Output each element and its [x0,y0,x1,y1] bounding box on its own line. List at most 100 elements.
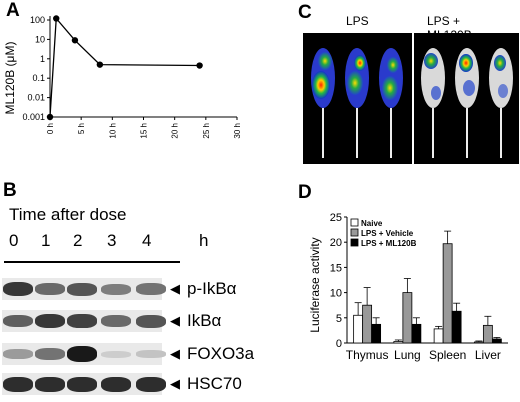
a-data-point [96,61,104,68]
a-y-tick-label: 1 [40,54,45,64]
d-legend-label: Naive [361,219,383,228]
a-data-point [196,62,203,69]
d-bar [402,292,413,344]
blot-band [136,350,166,358]
blot-band [67,314,97,328]
d-legend-swatch [350,228,359,237]
a-y-tick-label: 0.01 [27,93,45,103]
d-legend-label: LPS + Vehicle [361,229,414,238]
a-x-tick-label: 30 h [233,123,242,139]
blot-strip [2,343,166,365]
imaging-label-lps: LPS [346,14,369,28]
blot-strip [2,310,166,332]
d-y-tick-label: 20 [330,237,342,249]
panel-d-letter: D [298,182,312,203]
mouse-lps-2 [345,48,369,158]
panel-a-ylabel: ML120B (μM) [3,42,17,115]
d-bar [411,323,422,344]
imaging-figure [303,33,519,164]
blot-strip [2,278,166,300]
d-bar [451,310,462,344]
blot-arrow-icon: ◀ [170,346,180,361]
d-category-label: Liver [475,348,501,362]
imaging-label-lps-ml120b: LPS + ML120B [427,14,472,42]
a-data-point [46,113,54,121]
blot-row-label: p-IkBα [187,279,237,298]
blot-band [101,350,131,358]
d-y-tick-label: 0 [336,338,342,350]
blot-arrow-icon: ◀ [170,313,180,328]
d-bar [362,304,373,344]
blot-band [136,283,166,295]
d-category-label: Thymus [346,348,389,362]
d-bar [442,243,453,344]
blot-band [35,313,65,329]
d-bar [491,338,502,344]
a-y-tick-label: 10 [35,34,45,44]
a-x-tick-label: 10 h [108,123,117,139]
blot-band [67,282,97,296]
d-bar [353,314,364,344]
blot-arrow-icon: ◀ [170,376,180,391]
a-x-tick-label: 15 h [140,123,149,139]
blot-band [136,314,166,328]
panel-d-bars [353,230,502,344]
blot-band [101,376,131,392]
lane-underline [4,261,180,263]
blot-band [3,281,33,297]
d-legend-label: LPS + ML120B [361,239,417,248]
mouse-ml120b-2 [455,48,479,158]
blot-row-label: IkBα [187,311,222,330]
lane-label: 1 [41,231,51,250]
a-data-point [53,15,60,22]
d-category-label: Spleen [429,348,466,362]
blot-band [35,376,65,392]
lane-label: 3 [107,231,117,250]
blot-band [67,346,97,362]
d-y-tick-label: 25 [330,212,342,224]
a-y-tick-label: 100 [30,15,45,25]
blot-band [3,314,33,328]
blot-row-label: FOXO3a [187,344,255,363]
blot-band [35,348,65,360]
blot-band [101,283,131,295]
a-y-tick-label: 0.001 [22,112,45,122]
blot-band [3,349,33,359]
a-x-tick-label: 20 h [171,123,180,139]
mouse-ml120b-3 [489,48,513,158]
blot-arrow-icon: ◀ [170,281,180,296]
blot-band [136,376,166,392]
d-legend-swatch [350,238,359,247]
lane-label: 4 [142,231,152,250]
d-bar [371,323,382,344]
d-bar [433,328,444,344]
panel-a-letter: A [6,0,20,21]
panel-a-series [46,15,203,121]
a-y-tick-label: 0.1 [32,73,45,83]
lane-unit: h [199,231,209,250]
d-bar [393,341,404,344]
mouse-ml120b-1 [421,48,445,158]
d-bar [473,341,484,344]
a-x-tick-label: 0 h [46,123,55,134]
blot-row-label: HSC70 [187,374,242,393]
d-legend-swatch [350,218,359,227]
a-data-point [71,37,79,44]
d-y-tick-label: 5 [336,313,342,325]
d-category-label: Lung [394,348,421,362]
blot-band [67,376,97,392]
mouse-lps-3 [379,48,403,158]
panel-c-letter: C [298,2,312,23]
panel-d-ylabel: Luciferase activity [308,237,322,332]
d-y-tick-label: 15 [330,262,342,274]
blot-band [101,315,131,327]
a-x-tick-label: 25 h [202,123,211,139]
d-y-tick-label: 10 [330,288,342,300]
d-bar [482,324,493,344]
blot-title: Time after dose [9,205,127,224]
blot-band [3,376,33,392]
